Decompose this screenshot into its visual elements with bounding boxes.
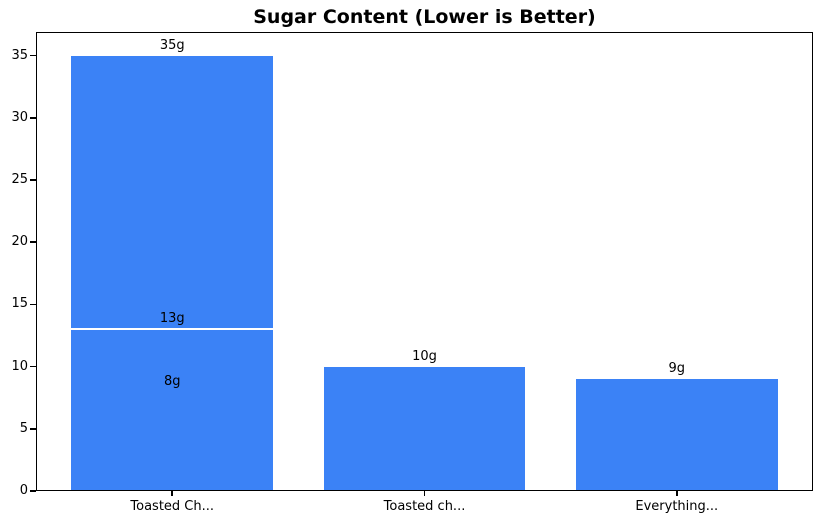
chart-title: Sugar Content (Lower is Better) [253,6,596,28]
bar-separator-line [71,328,274,331]
y-tick-mark [30,117,36,119]
y-tick-mark [30,54,36,57]
bar-value-label: 35g [159,37,185,53]
y-tick-mark [30,490,36,492]
bar-value-label: 8g [163,373,181,389]
x-tick-label: Everything... [635,499,719,514]
y-tick-mark [30,179,36,181]
x-tick-mark [171,491,173,496]
y-tick-label: 5 [19,420,28,436]
y-tick-label: 0 [19,483,28,498]
bar-value-label: 10g [412,348,437,364]
bar [575,379,778,491]
bar-value-label: 13g [159,311,185,327]
x-tick-mark [423,491,426,496]
y-tick-mark [30,303,36,306]
y-tick-label: 10 [11,358,28,374]
y-tick-label: 15 [11,296,28,312]
x-tick-label: Toasted Ch... [130,499,215,514]
y-tick-mark [30,428,36,430]
y-tick-label: 25 [11,172,28,188]
plot-area: 35g 13g 8g 10g 9g [36,32,813,491]
bar-value-label: 9g [668,361,686,377]
y-tick-label: 35 [11,47,28,63]
y-tick-mark [30,241,36,243]
x-tick-label: Toasted ch... [383,499,466,514]
y-tick-mark [30,365,36,368]
bar [323,366,526,491]
bar [71,391,274,491]
y-tick-label: 30 [11,109,28,125]
x-tick-mark [676,491,678,496]
y-tick-label: 20 [11,234,28,250]
